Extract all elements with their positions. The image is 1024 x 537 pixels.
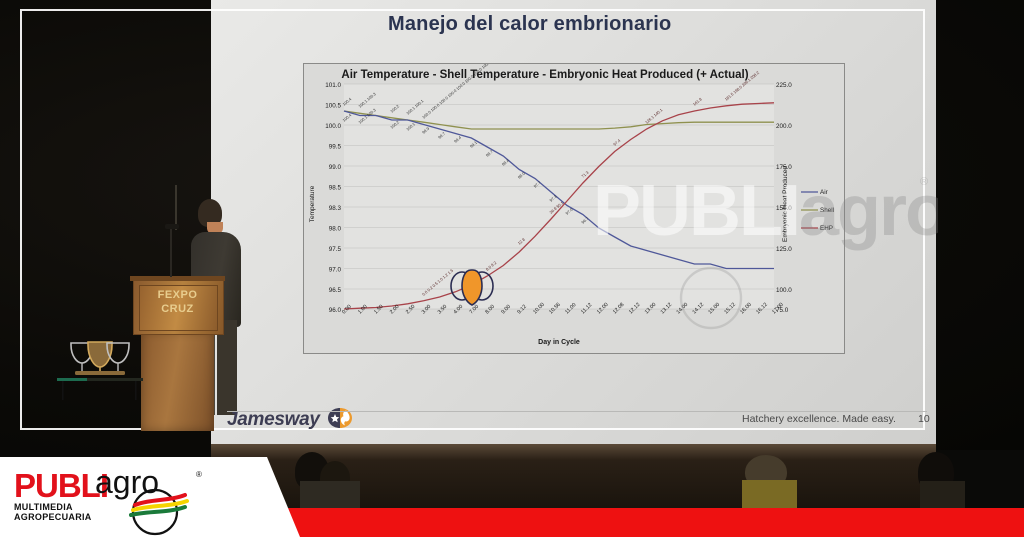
svg-text:200.0: 200.0 [776, 123, 792, 130]
svg-text:Temperature: Temperature [309, 185, 316, 222]
svg-text:100.0: 100.0 [325, 123, 341, 130]
svg-text:Embryonic Heat Produced: Embryonic Heat Produced [782, 166, 789, 242]
svg-text:Air: Air [820, 189, 828, 196]
svg-text:99.5: 99.5 [329, 144, 342, 151]
svg-text:100.0: 100.0 [776, 287, 792, 294]
svg-text:Day in Cycle: Day in Cycle [538, 339, 580, 346]
svg-text:96.5: 96.5 [329, 287, 342, 294]
svg-text:98.0: 98.0 [329, 226, 342, 233]
svg-text:97.0: 97.0 [329, 267, 342, 274]
svg-text:96.0: 96.0 [329, 307, 342, 314]
svg-text:97.5: 97.5 [329, 246, 342, 253]
svg-text:®: ® [196, 470, 202, 479]
svg-text:98.5: 98.5 [329, 185, 342, 192]
svg-text:125.0: 125.0 [776, 246, 792, 253]
svg-text:98.3: 98.3 [329, 205, 342, 212]
svg-text:101.0: 101.0 [325, 82, 341, 89]
svg-text:225.0: 225.0 [776, 82, 792, 89]
svg-text:100.5: 100.5 [325, 103, 341, 110]
svg-text:Shell: Shell [820, 207, 834, 214]
svg-text:agro: agro [95, 464, 159, 500]
svg-text:Air Temperature - Shell Temper: Air Temperature - Shell Temperature - Em… [341, 69, 748, 81]
svg-text:99.0: 99.0 [329, 164, 342, 171]
svg-text:EHP: EHP [820, 225, 833, 232]
